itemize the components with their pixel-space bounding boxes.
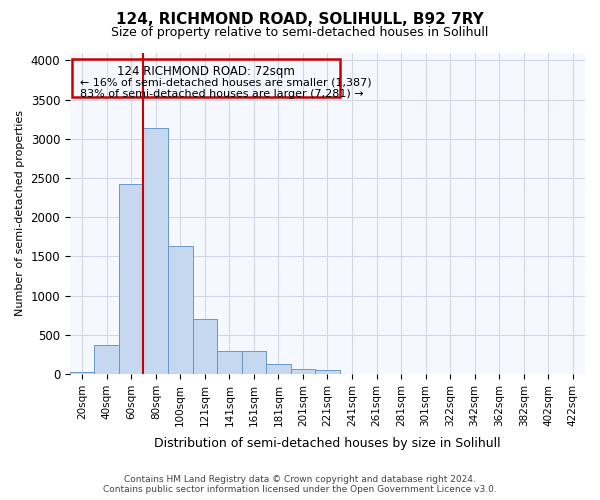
Text: 124, RICHMOND ROAD, SOLIHULL, B92 7RY: 124, RICHMOND ROAD, SOLIHULL, B92 7RY bbox=[116, 12, 484, 28]
Bar bbox=[193, 319, 217, 374]
Y-axis label: Number of semi-detached properties: Number of semi-detached properties bbox=[15, 110, 25, 316]
Text: 83% of semi-detached houses are larger (7,281) →: 83% of semi-detached houses are larger (… bbox=[80, 88, 364, 99]
Bar bbox=[266, 364, 290, 374]
Bar bbox=[143, 128, 168, 374]
Bar bbox=[168, 246, 193, 374]
Bar bbox=[70, 372, 94, 374]
Bar bbox=[73, 59, 340, 97]
Text: Contains HM Land Registry data © Crown copyright and database right 2024.
Contai: Contains HM Land Registry data © Crown c… bbox=[103, 474, 497, 494]
Text: Size of property relative to semi-detached houses in Solihull: Size of property relative to semi-detach… bbox=[112, 26, 488, 39]
Bar bbox=[94, 344, 119, 374]
X-axis label: Distribution of semi-detached houses by size in Solihull: Distribution of semi-detached houses by … bbox=[154, 437, 501, 450]
Bar bbox=[315, 370, 340, 374]
Text: ← 16% of semi-detached houses are smaller (1,387): ← 16% of semi-detached houses are smalle… bbox=[80, 78, 371, 88]
Bar bbox=[217, 350, 242, 374]
Bar bbox=[119, 184, 143, 374]
Bar bbox=[242, 351, 266, 374]
Bar bbox=[290, 370, 315, 374]
Text: 124 RICHMOND ROAD: 72sqm: 124 RICHMOND ROAD: 72sqm bbox=[117, 65, 295, 78]
